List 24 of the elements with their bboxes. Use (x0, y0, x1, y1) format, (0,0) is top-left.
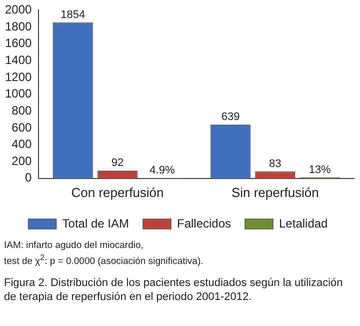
y-tick-label: 800 (12, 103, 32, 118)
y-tick-label: 1600 (4, 36, 32, 50)
data-label: 639 (221, 111, 240, 124)
x-tick-label: Con reperfusión (71, 184, 164, 200)
y-tick-label: 1400 (4, 52, 32, 67)
text: IAM: infarto agudo del miocardio, test de χ$^{2}$: p = 0.0000 (asociación significativa). (3, 240, 204, 268)
y-tick-label: 600 (12, 120, 32, 134)
legend-label: Letalidad (279, 216, 328, 230)
y-tick-label: 0 (25, 170, 32, 185)
text: Figura 2. Distribución de los pacientes estudiados según la utilización de terapia de reperfusión en el periodo 2001-2012. (3, 276, 344, 304)
data-label: 13% (308, 164, 332, 176)
y-tick-label: 1200 (4, 70, 32, 84)
data-label: 83 (269, 158, 282, 170)
y-tick-label: 2000 (4, 2, 32, 17)
data-label: 92 (111, 157, 124, 170)
y-tick-label: 1800 (4, 19, 32, 34)
legend-label: Total de IAM (62, 216, 129, 230)
y-tick-label: 400 (12, 137, 32, 152)
x-tick-label: Sin reperfusión (231, 184, 319, 200)
data-label: 1854 (60, 9, 86, 22)
y-tick-label: 200 (12, 154, 32, 168)
legend-label: Fallecidos (176, 216, 232, 230)
y-tick-label: 1000 (4, 86, 32, 101)
data-label: 4.9% (150, 164, 175, 177)
